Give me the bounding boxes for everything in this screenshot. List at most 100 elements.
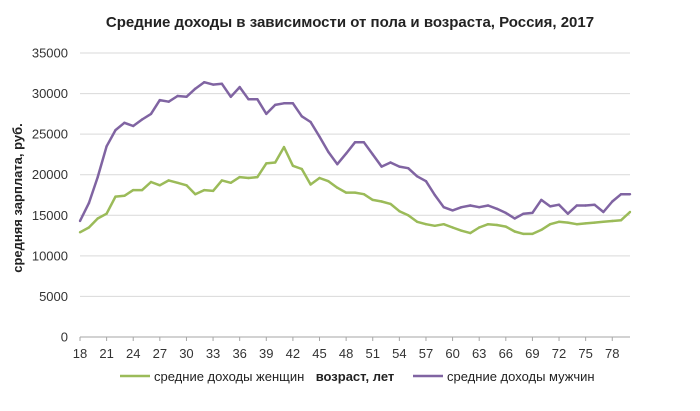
x-tick-label: 33 <box>206 346 220 361</box>
y-tick-label: 15000 <box>32 208 68 223</box>
x-tick-label: 45 <box>312 346 326 361</box>
x-tick-label: 21 <box>99 346 113 361</box>
data-point <box>158 184 161 187</box>
data-point <box>344 152 348 155</box>
data-point <box>504 211 507 215</box>
data-point <box>149 112 153 116</box>
data-point <box>557 203 561 206</box>
data-point <box>619 193 623 196</box>
data-point <box>549 223 552 226</box>
data-point <box>611 219 614 223</box>
data-point <box>451 209 454 212</box>
data-point <box>380 165 383 168</box>
data-point <box>522 212 525 215</box>
data-point <box>318 176 321 180</box>
data-point <box>309 120 312 124</box>
data-point <box>398 210 401 213</box>
series-line-men <box>78 80 630 222</box>
x-tick-label: 60 <box>445 346 459 361</box>
y-tick-labels: 0 5000 10000 15000 20000 25000 30000 35000 <box>32 46 68 345</box>
x-tick-label: 57 <box>419 346 433 361</box>
x-tick-label: 18 <box>73 346 87 361</box>
y-tick-label: 5000 <box>39 289 68 304</box>
series-lines <box>78 80 632 236</box>
data-point <box>114 195 117 198</box>
data-point <box>96 217 99 220</box>
data-point <box>211 189 215 193</box>
data-point <box>478 206 481 209</box>
data-point <box>336 163 339 166</box>
data-point <box>291 102 295 105</box>
x-tick-label: 66 <box>499 346 513 361</box>
data-point <box>256 175 259 179</box>
data-point <box>540 228 543 232</box>
data-point <box>522 232 525 236</box>
data-point <box>149 180 153 184</box>
data-point <box>513 230 516 233</box>
data-point <box>309 183 312 186</box>
data-point <box>238 85 241 89</box>
data-point <box>353 141 357 144</box>
data-point <box>460 229 463 232</box>
legend-label-women: средние доходы женщин <box>154 369 304 384</box>
data-point <box>469 231 472 235</box>
data-point <box>247 98 250 101</box>
data-point <box>274 161 277 164</box>
data-point <box>380 200 383 203</box>
data-point <box>611 200 614 203</box>
data-point <box>105 212 108 215</box>
data-point <box>318 135 321 138</box>
data-point <box>300 167 303 171</box>
data-point <box>593 221 596 224</box>
data-point <box>194 87 197 90</box>
data-point <box>247 176 250 180</box>
data-point <box>220 179 224 182</box>
data-point <box>415 220 419 223</box>
data-point <box>211 83 215 86</box>
y-tick-label: 0 <box>61 330 68 345</box>
data-point <box>584 222 587 225</box>
data-point <box>495 207 499 210</box>
x-tick-label: 36 <box>232 346 246 361</box>
data-point <box>513 217 516 220</box>
data-point <box>424 180 428 183</box>
x-axis-label: возраст, лет <box>316 369 395 384</box>
x-tick-label: 75 <box>578 346 592 361</box>
x-tick-label: 39 <box>259 346 273 361</box>
data-point <box>105 145 108 148</box>
data-point <box>628 210 632 214</box>
data-point <box>167 100 170 103</box>
x-tick-label: 24 <box>126 346 140 361</box>
data-point <box>282 145 286 149</box>
data-point <box>540 198 543 202</box>
data-point <box>194 193 197 196</box>
x-tick-label: 27 <box>153 346 167 361</box>
data-point <box>140 118 144 121</box>
x-tick-label: 54 <box>392 346 406 361</box>
data-point <box>336 186 339 189</box>
data-point <box>566 221 570 224</box>
data-point <box>353 191 357 194</box>
data-point <box>362 193 366 196</box>
data-point <box>140 188 144 192</box>
data-point <box>123 121 126 125</box>
legend-label-men: средние доходы мужчин <box>447 369 595 384</box>
y-tick-label: 35000 <box>32 46 68 61</box>
data-point <box>433 224 436 227</box>
chart-title: Средние доходы в зависимости от пола и в… <box>106 14 594 31</box>
y-tick-label: 10000 <box>32 248 68 263</box>
data-point <box>442 206 445 209</box>
data-point <box>265 112 268 116</box>
data-point <box>495 223 499 227</box>
data-point <box>398 165 401 168</box>
data-point <box>123 194 126 197</box>
data-point <box>460 206 463 209</box>
data-point <box>238 175 241 179</box>
data-point <box>433 193 436 197</box>
data-point <box>486 223 490 226</box>
data-point <box>442 223 445 226</box>
gridlines <box>80 52 630 338</box>
data-point <box>132 188 135 192</box>
data-point <box>407 214 410 217</box>
